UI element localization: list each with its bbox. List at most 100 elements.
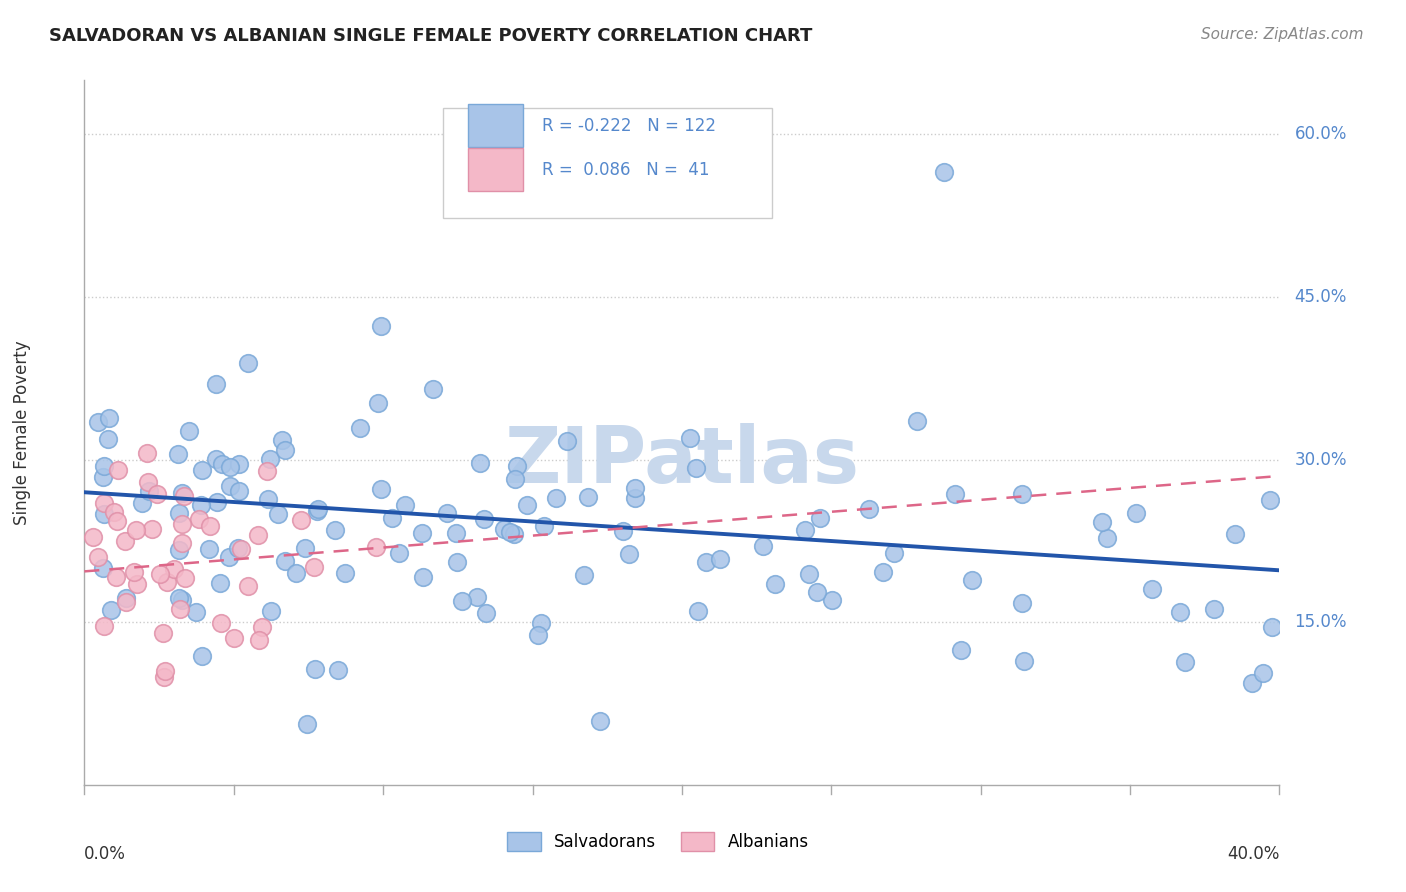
- Point: [197, 541, 219, 556]
- Point: [211, 615, 233, 630]
- Point: [307, 501, 329, 516]
- Point: [219, 460, 242, 475]
- Text: 45.0%: 45.0%: [1295, 288, 1347, 306]
- Point: [105, 514, 128, 528]
- Text: 0.0%: 0.0%: [84, 845, 127, 863]
- Point: [274, 442, 297, 457]
- Point: [177, 424, 200, 438]
- Point: [136, 446, 159, 460]
- Point: [388, 545, 411, 559]
- Point: [1223, 526, 1246, 541]
- Point: [1251, 665, 1274, 680]
- Point: [87, 549, 110, 564]
- Point: [530, 616, 553, 631]
- Point: [304, 662, 326, 676]
- Point: [228, 484, 250, 499]
- Point: [167, 543, 190, 558]
- Point: [173, 570, 195, 584]
- Point: [184, 605, 207, 619]
- Point: [451, 594, 474, 608]
- Point: [619, 547, 641, 561]
- Point: [124, 523, 146, 537]
- Point: [436, 506, 458, 520]
- Point: [1168, 605, 1191, 619]
- Point: [533, 519, 555, 533]
- Point: [394, 498, 416, 512]
- Point: [943, 486, 966, 500]
- Point: [589, 714, 612, 728]
- Point: [107, 463, 129, 477]
- Point: [218, 550, 240, 565]
- Point: [190, 648, 212, 663]
- Point: [138, 484, 160, 499]
- Point: [576, 490, 599, 504]
- Point: [806, 585, 828, 599]
- Point: [211, 458, 233, 472]
- Point: [381, 511, 404, 525]
- Point: [1204, 602, 1226, 616]
- Point: [125, 577, 148, 591]
- Text: 15.0%: 15.0%: [1295, 614, 1347, 632]
- Point: [87, 415, 110, 429]
- Point: [256, 492, 278, 507]
- Point: [114, 533, 136, 548]
- Point: [228, 458, 250, 472]
- Point: [167, 447, 190, 461]
- Point: [883, 546, 905, 560]
- Point: [236, 579, 259, 593]
- Point: [205, 495, 228, 509]
- FancyBboxPatch shape: [468, 104, 523, 147]
- Point: [506, 458, 529, 473]
- Point: [1125, 506, 1147, 520]
- Point: [93, 619, 115, 633]
- Text: R = -0.222   N = 122: R = -0.222 N = 122: [543, 117, 716, 135]
- Point: [1011, 486, 1033, 500]
- Point: [1011, 596, 1033, 610]
- Point: [446, 555, 468, 569]
- Point: [465, 590, 488, 604]
- Point: [412, 570, 434, 584]
- Point: [141, 522, 163, 536]
- Point: [290, 513, 312, 527]
- Point: [1012, 655, 1035, 669]
- Point: [93, 458, 115, 473]
- Text: Single Female Poverty: Single Female Poverty: [13, 341, 31, 524]
- Point: [205, 376, 228, 391]
- Point: [231, 541, 253, 556]
- Point: [905, 414, 928, 428]
- Point: [93, 496, 115, 510]
- Point: [191, 463, 214, 477]
- Point: [695, 556, 717, 570]
- Point: [100, 602, 122, 616]
- Point: [91, 561, 114, 575]
- Point: [98, 410, 121, 425]
- Point: [858, 502, 880, 516]
- Point: [302, 559, 325, 574]
- Point: [267, 507, 290, 521]
- Point: [411, 525, 433, 540]
- Point: [326, 663, 349, 677]
- Point: [808, 511, 831, 525]
- Point: [1260, 492, 1282, 507]
- Point: [172, 593, 194, 607]
- Point: [370, 318, 392, 333]
- FancyBboxPatch shape: [443, 109, 772, 218]
- Point: [366, 540, 388, 554]
- Point: [152, 669, 174, 683]
- Point: [1261, 620, 1284, 634]
- Point: [190, 498, 212, 512]
- Point: [250, 620, 273, 634]
- Point: [103, 505, 125, 519]
- Point: [256, 464, 278, 478]
- Point: [1241, 675, 1264, 690]
- Point: [752, 539, 775, 553]
- Point: [1174, 655, 1197, 669]
- Legend: Salvadorans, Albanians: Salvadorans, Albanians: [501, 825, 815, 858]
- Point: [502, 527, 524, 541]
- Point: [679, 431, 702, 445]
- Point: [688, 604, 710, 618]
- Point: [156, 574, 179, 589]
- Point: [821, 592, 844, 607]
- Point: [149, 566, 172, 581]
- Point: [472, 512, 495, 526]
